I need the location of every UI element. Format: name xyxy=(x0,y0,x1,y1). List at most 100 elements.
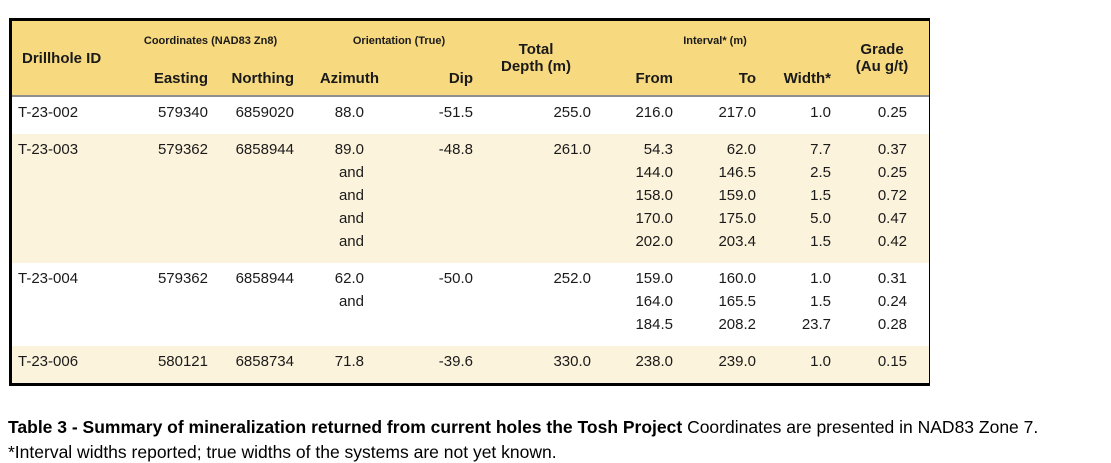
cell-drillhole_id: T-23-006 xyxy=(18,353,79,370)
header-width: Width* xyxy=(783,69,832,87)
cell-easting xyxy=(124,161,212,184)
header-interval-group: Interval* (m) xyxy=(683,35,747,47)
mineralization-table: Drillhole ID Coordinates (NAD83 Zn8) Ori… xyxy=(12,21,930,383)
cell-width: 7.7 xyxy=(810,141,832,158)
cell-dip xyxy=(387,184,477,207)
cell-northing: 6858944 xyxy=(235,141,294,158)
cell-azimuth: and xyxy=(338,187,364,204)
cell-drillhole_id xyxy=(12,290,124,313)
cell-total_depth xyxy=(477,313,595,346)
cell-northing xyxy=(212,207,297,230)
cell-grade: 0.25 xyxy=(877,164,908,181)
table-row: and 158.0 159.0 1.5 0.72 xyxy=(12,184,930,207)
table-row: T-23-002 579340 6859020 88.0 -51.5 255.0 216.0… xyxy=(12,96,930,134)
cell-from: 159.0 xyxy=(635,270,673,287)
cell-drillhole_id xyxy=(12,207,124,230)
cell-drillhole_id xyxy=(12,230,124,263)
cell-total_depth: 330.0 xyxy=(553,353,591,370)
header-orientation-group: Orientation (True) xyxy=(352,35,446,47)
cell-to: 160.0 xyxy=(718,270,756,287)
cell-total_depth: 255.0 xyxy=(553,104,591,121)
header-grade-line2: (Au g/t) xyxy=(855,58,909,75)
cell-easting: 579362 xyxy=(157,270,208,287)
header-grade: Grade (Au g/t) xyxy=(835,21,929,96)
header-from: From xyxy=(635,69,674,87)
cell-dip xyxy=(387,313,477,346)
header-total-depth-line2: Depth (m) xyxy=(501,58,571,75)
cell-azimuth: 88.0 xyxy=(334,104,364,121)
cell-width: 5.0 xyxy=(810,210,832,227)
cell-northing xyxy=(212,313,297,346)
cell-grade: 0.47 xyxy=(877,210,908,227)
table-header: Drillhole ID Coordinates (NAD83 Zn8) Ori… xyxy=(12,21,930,96)
cell-total_depth: 252.0 xyxy=(553,270,591,287)
cell-easting xyxy=(124,230,212,263)
cell-northing: 6858734 xyxy=(235,353,294,370)
cell-dip xyxy=(387,230,477,263)
header-total-depth: Total Depth (m) xyxy=(477,21,595,96)
table-row: and 164.0 165.5 1.5 0.24 xyxy=(12,290,930,313)
header-grade-line1: Grade xyxy=(860,41,904,58)
cell-to: 62.0 xyxy=(726,141,756,158)
cell-azimuth: 89.0 xyxy=(334,141,364,158)
header-dip: Dip xyxy=(448,69,473,87)
table-row: 184.5 208.2 23.7 0.28 xyxy=(12,313,930,346)
table-row: T-23-006 580121 6858734 71.8 -39.6 330.0 238.0… xyxy=(12,346,930,383)
cell-width: 1.0 xyxy=(810,104,832,121)
cell-grade: 0.28 xyxy=(877,316,908,333)
cell-northing xyxy=(212,184,297,207)
cell-azimuth: and xyxy=(338,210,364,227)
cell-grade: 0.37 xyxy=(877,141,908,158)
cell-easting: 579362 xyxy=(157,141,208,158)
cell-to: 165.5 xyxy=(718,293,756,310)
cell-to: 203.4 xyxy=(718,233,756,250)
header-row-columns: Easting Northing Azimuth Dip From To Wid… xyxy=(12,61,929,96)
header-azimuth: Azimuth xyxy=(319,69,379,87)
cell-width: 2.5 xyxy=(810,164,832,181)
cell-total_depth xyxy=(477,290,595,313)
cell-to: 175.0 xyxy=(718,210,756,227)
cell-grade: 0.24 xyxy=(877,293,908,310)
cell-width: 23.7 xyxy=(801,316,832,333)
cell-northing: 6858944 xyxy=(235,270,294,287)
cell-easting: 579340 xyxy=(157,104,208,121)
cell-dip xyxy=(387,290,477,313)
cell-grade: 0.25 xyxy=(877,104,908,121)
cell-dip xyxy=(387,207,477,230)
cell-width: 1.5 xyxy=(810,233,832,250)
cell-width: 1.0 xyxy=(810,270,832,287)
cell-dip: -39.6 xyxy=(438,353,473,370)
cell-to: 146.5 xyxy=(718,164,756,181)
cell-grade: 0.72 xyxy=(877,187,908,204)
cell-from: 238.0 xyxy=(635,353,673,370)
caption-note: Coordinates are presented in NAD83 Zone … xyxy=(8,416,1039,462)
cell-to: 208.2 xyxy=(718,316,756,333)
cell-total_depth xyxy=(477,184,595,207)
cell-dip: -48.8 xyxy=(438,141,473,158)
cell-from: 164.0 xyxy=(635,293,673,310)
header-to: To xyxy=(738,69,756,87)
cell-to: 239.0 xyxy=(718,353,756,370)
table-row: T-23-004 579362 6858944 62.0 -50.0 252.0 159.0… xyxy=(12,263,930,290)
table-row: and 202.0 203.4 1.5 0.42 xyxy=(12,230,930,263)
cell-northing xyxy=(212,161,297,184)
cell-to: 159.0 xyxy=(718,187,756,204)
cell-grade: 0.15 xyxy=(877,353,908,370)
cell-grade: 0.31 xyxy=(877,270,908,287)
cell-drillhole_id xyxy=(12,184,124,207)
table-row: T-23-003 579362 6858944 89.0 -48.8 261.0 54.3 6… xyxy=(12,134,930,161)
cell-azimuth: 71.8 xyxy=(334,353,364,370)
cell-dip: -51.5 xyxy=(438,104,473,121)
cell-azimuth: and xyxy=(338,233,364,250)
header-total-depth-line1: Total xyxy=(518,41,554,58)
cell-to: 217.0 xyxy=(718,104,756,121)
cell-drillhole_id xyxy=(12,161,124,184)
cell-from: 184.5 xyxy=(635,316,673,333)
cell-dip: -50.0 xyxy=(438,270,473,287)
cell-dip xyxy=(387,161,477,184)
cell-easting xyxy=(124,207,212,230)
cell-easting: 580121 xyxy=(157,353,208,370)
cell-from: 144.0 xyxy=(635,164,673,181)
cell-northing xyxy=(212,290,297,313)
cell-from: 216.0 xyxy=(635,104,673,121)
